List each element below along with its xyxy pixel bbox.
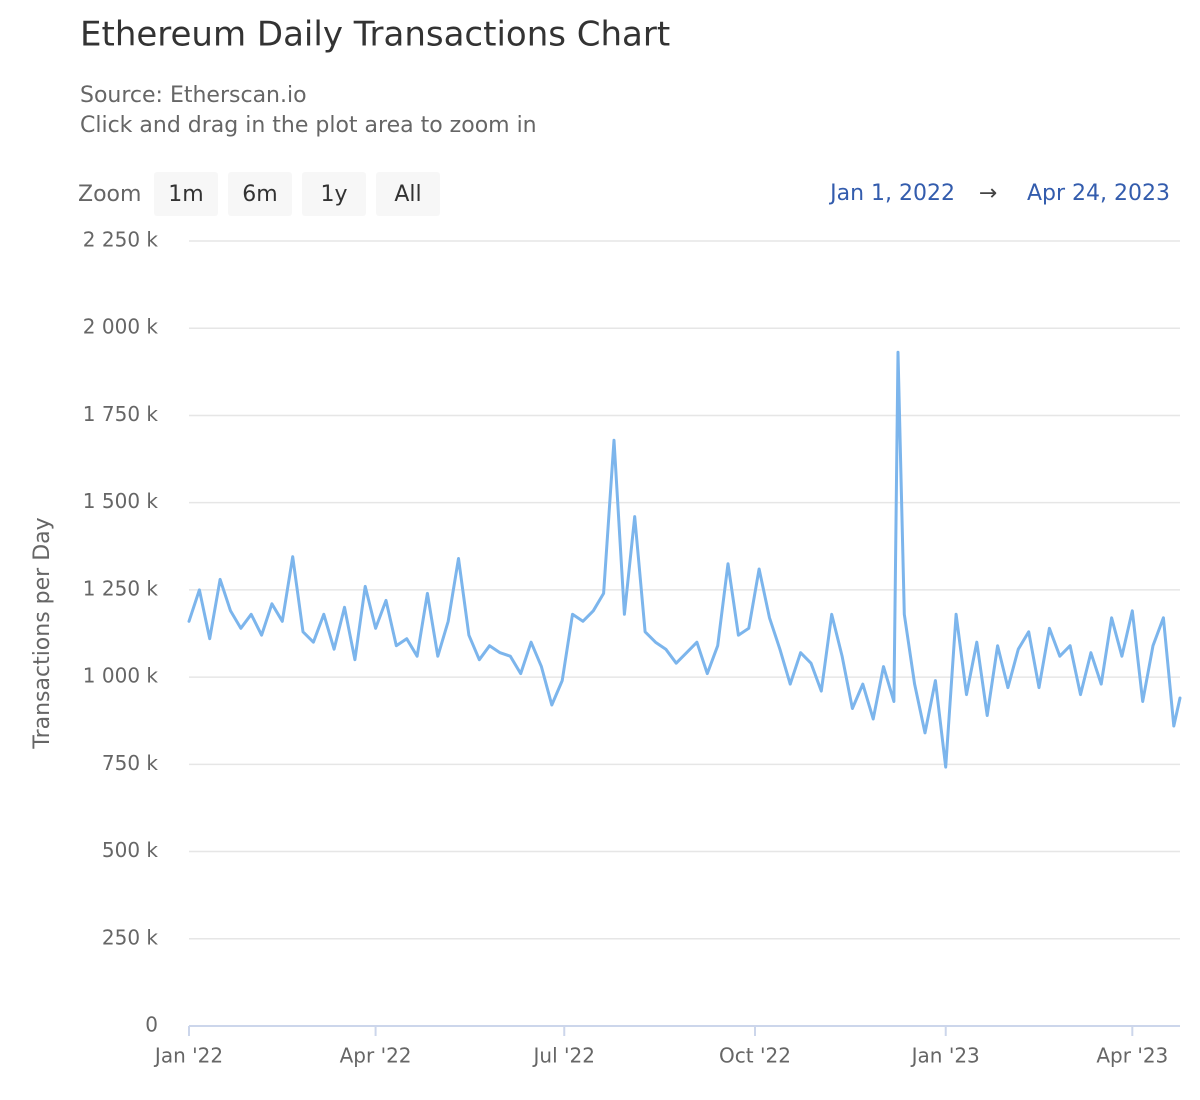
zoom-button-label[interactable]: All: [394, 182, 421, 207]
y-tick-label: 1 000 k: [83, 664, 159, 688]
y-axis-title: Transactions per Day: [30, 517, 55, 749]
zoom-button-label[interactable]: 1y: [320, 182, 347, 207]
zoom-label: Zoom: [78, 182, 141, 207]
x-tick-label: Jan '22: [153, 1044, 223, 1068]
x-tick-label: Apr '23: [1096, 1044, 1168, 1068]
zoom-button[interactable]: 6m: [228, 172, 292, 216]
x-tick-label: Apr '22: [340, 1044, 412, 1068]
zoom-button[interactable]: 1y: [302, 172, 366, 216]
y-tick-label: 0: [145, 1013, 158, 1037]
y-tick-label: 2 000 k: [83, 315, 159, 339]
y-tick-label: 1 500 k: [83, 489, 159, 513]
range-separator: →: [979, 181, 997, 206]
x-tick-label: Jan '23: [910, 1044, 980, 1068]
zoom-button-label[interactable]: 6m: [242, 182, 277, 207]
y-tick-label: 750 k: [102, 751, 159, 775]
range-to[interactable]: Apr 24, 2023: [1027, 181, 1170, 206]
y-tick-label: 1 250 k: [83, 576, 159, 600]
y-tick-label: 250 k: [102, 925, 159, 949]
zoom-button[interactable]: All: [376, 172, 440, 216]
chart-title: Ethereum Daily Transactions Chart: [80, 15, 670, 55]
x-tick-label: Oct '22: [719, 1044, 791, 1068]
series-line: [187, 350, 1182, 769]
y-tick-label: 500 k: [102, 838, 159, 862]
zoom-button[interactable]: 1m: [154, 172, 218, 216]
x-tick-label: Jul '22: [532, 1044, 595, 1068]
y-tick-label: 1 750 k: [83, 402, 159, 426]
subtitle: Source: Etherscan.io: [80, 83, 307, 108]
subtitle: Click and drag in the plot area to zoom …: [80, 113, 537, 138]
zoom-button-label[interactable]: 1m: [168, 182, 203, 207]
range-from[interactable]: Jan 1, 2022: [828, 181, 955, 206]
y-tick-label: 2 250 k: [83, 228, 159, 252]
